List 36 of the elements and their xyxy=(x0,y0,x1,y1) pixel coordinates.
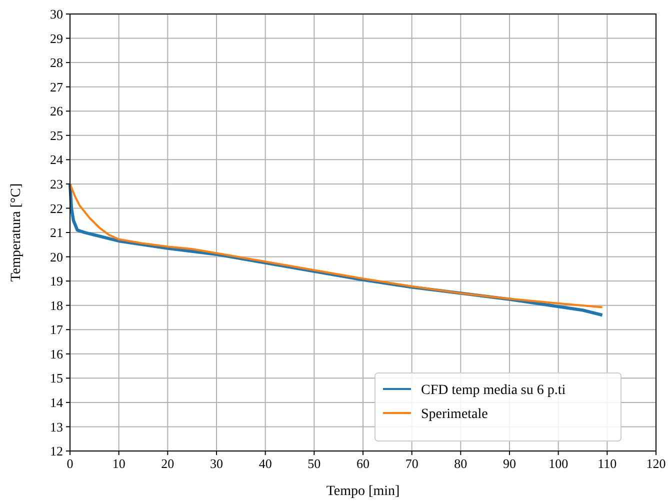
y-tick-label: 26 xyxy=(50,104,64,119)
y-tick-label: 28 xyxy=(50,55,63,70)
y-tick-label: 13 xyxy=(50,419,63,434)
y-tick-label: 24 xyxy=(50,152,64,168)
legend-label: CFD temp media su 6 p.ti xyxy=(421,382,566,398)
y-tick-label: 16 xyxy=(50,346,64,362)
x-tick-label: 20 xyxy=(161,456,174,471)
x-tick-label: 100 xyxy=(548,456,568,471)
x-tick-label: 120 xyxy=(646,456,666,471)
y-tick-label: 18 xyxy=(50,298,63,313)
x-tick-label: 0 xyxy=(66,456,74,471)
x-tick-label: 30 xyxy=(210,456,223,471)
y-tick-label: 29 xyxy=(50,30,63,46)
y-tick-label: 12 xyxy=(50,444,63,459)
x-tick-label: 70 xyxy=(405,456,418,471)
y-tick-label: 20 xyxy=(50,249,63,264)
y-tick-label: 30 xyxy=(50,6,63,22)
x-axis-title: Tempo [min] xyxy=(326,484,400,499)
x-tick-label: 50 xyxy=(308,456,321,471)
y-tick-label: 23 xyxy=(50,176,63,192)
y-tick-label: 14 xyxy=(50,394,64,410)
x-tick-label: 40 xyxy=(258,456,272,471)
y-tick-label: 22 xyxy=(50,200,63,216)
y-tick-label: 25 xyxy=(50,128,63,143)
y-tick-label: 19 xyxy=(50,274,63,289)
x-tick-label: 60 xyxy=(356,456,370,471)
y-tick-label: 15 xyxy=(50,370,63,386)
y-tick-label: 17 xyxy=(50,322,64,338)
x-tick-label: 110 xyxy=(598,456,617,471)
x-tick-label: 10 xyxy=(112,456,126,471)
x-tick-label: 90 xyxy=(503,456,516,471)
y-tick-label: 27 xyxy=(50,79,64,94)
legend-label: Sperimetale xyxy=(421,406,488,422)
y-tick-label: 21 xyxy=(50,225,63,240)
x-tick-label: 80 xyxy=(454,456,468,471)
y-axis-title: Temperatura [°C] xyxy=(9,183,24,282)
